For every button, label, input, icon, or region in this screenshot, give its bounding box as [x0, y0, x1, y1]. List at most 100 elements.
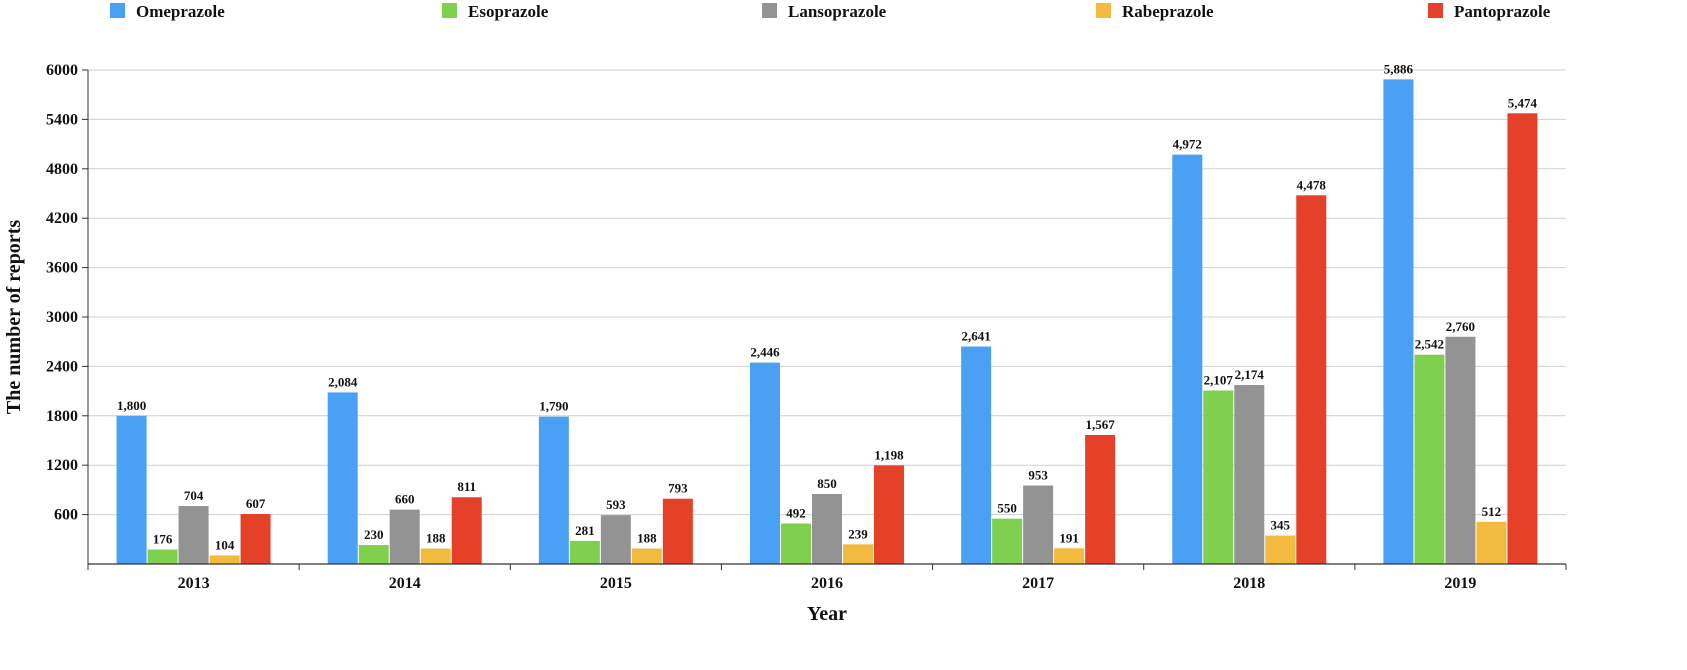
x-tick-label: 2019 — [1444, 575, 1476, 592]
y-tick-label: 3600 — [46, 260, 78, 277]
bar-esoprazole-2017 — [992, 518, 1023, 564]
data-label: 230 — [364, 527, 384, 542]
data-label: 5,886 — [1384, 61, 1414, 76]
data-label: 188 — [637, 531, 657, 546]
legend-swatch-lansoprazole — [762, 3, 777, 18]
y-tick-label: 4800 — [46, 161, 78, 178]
bar-lansoprazole-2014 — [389, 509, 420, 564]
bar-esoprazole-2016 — [781, 523, 811, 564]
legend-label-pantoprazole: Pantoprazole — [1454, 2, 1551, 21]
x-axis-title: Year — [807, 603, 847, 625]
data-label: 512 — [1482, 504, 1502, 519]
data-label: 2,084 — [328, 374, 358, 389]
data-label: 1,567 — [1086, 417, 1116, 432]
data-label: 2,107 — [1204, 373, 1234, 388]
bar-rabeprazole-2017 — [1054, 548, 1085, 564]
y-tick-label: 5400 — [46, 111, 78, 128]
bar-esoprazole-2019 — [1414, 354, 1445, 564]
bar-esoprazole-2015 — [569, 540, 600, 564]
data-label: 104 — [215, 537, 235, 552]
data-label: 2,542 — [1415, 337, 1444, 352]
bar-omeprazole-2014 — [327, 392, 358, 564]
bar-omeprazole-2017 — [961, 346, 992, 564]
x-tick-label: 2016 — [811, 575, 843, 592]
bar-omeprazole-2018 — [1172, 154, 1203, 564]
data-label: 5,474 — [1508, 95, 1538, 110]
bar-lansoprazole-2013 — [178, 506, 209, 564]
legend-swatch-rabeprazole — [1096, 3, 1111, 18]
data-label: 607 — [246, 496, 266, 511]
bar-rabeprazole-2018 — [1265, 535, 1296, 564]
data-label: 2,760 — [1446, 319, 1475, 334]
bar-rabeprazole-2019 — [1476, 521, 1507, 564]
bar-esoprazole-2013 — [147, 549, 178, 564]
data-label: 2,174 — [1235, 367, 1265, 382]
data-label: 492 — [786, 505, 806, 520]
data-label: 4,478 — [1297, 177, 1327, 192]
y-tick-label: 600 — [54, 507, 78, 524]
y-tick-label: 6000 — [46, 62, 78, 79]
data-label: 1,198 — [874, 447, 904, 462]
data-label: 593 — [606, 497, 626, 512]
bar-esoprazole-2018 — [1203, 390, 1234, 564]
bar-rabeprazole-2013 — [209, 555, 240, 564]
data-label: 953 — [1028, 468, 1048, 483]
data-label: 850 — [817, 476, 837, 491]
legend-label-rabeprazole: Rabeprazole — [1122, 2, 1214, 21]
data-label: 1,800 — [117, 398, 146, 413]
data-label: 550 — [997, 501, 1017, 516]
axes: 600 1200 1800 2400 3000 3600 4200 4800 5400 6000 2… — [46, 62, 1567, 592]
bar-lansoprazole-2016 — [812, 494, 842, 564]
data-label: 660 — [395, 492, 415, 507]
data-label: 4,972 — [1173, 137, 1202, 152]
y-tick-label: 4200 — [46, 210, 78, 227]
legend-swatch-omeprazole — [110, 3, 125, 18]
bar-pantoprazole-2018 — [1296, 195, 1327, 564]
bar-pantoprazole-2017 — [1085, 434, 1116, 564]
data-label: 188 — [426, 531, 446, 546]
bar-omeprazole-2019 — [1383, 79, 1414, 565]
bar-lansoprazole-2019 — [1445, 336, 1476, 564]
bar-omeprazole-2016 — [750, 362, 780, 564]
y-axis-title: The number of reports — [3, 220, 25, 414]
data-label: 191 — [1059, 530, 1079, 545]
bars: 1,800 176 704 104 607 2,084 230 660 188 811 1,790 2… — [116, 61, 1538, 565]
bar-pantoprazole-2014 — [451, 497, 482, 564]
bar-rabeprazole-2015 — [631, 548, 662, 564]
y-tick-label: 2400 — [46, 358, 78, 375]
x-tick-label: 2013 — [178, 575, 210, 592]
data-label: 704 — [184, 488, 204, 503]
legend-label-lansoprazole: Lansoprazole — [788, 2, 887, 21]
bar-rabeprazole-2016 — [843, 544, 873, 564]
bar-omeprazole-2015 — [538, 416, 569, 564]
bar-lansoprazole-2018 — [1234, 385, 1265, 564]
bar-omeprazole-2013 — [116, 415, 147, 564]
bar-rabeprazole-2014 — [420, 548, 451, 564]
bar-pantoprazole-2016 — [874, 465, 904, 564]
data-label: 239 — [848, 526, 868, 541]
bar-pantoprazole-2015 — [662, 498, 693, 564]
x-tick-label: 2017 — [1022, 575, 1054, 592]
legend-label-esoprazole: Esoprazole — [468, 2, 549, 21]
data-label: 2,446 — [750, 345, 780, 360]
x-tick-label: 2018 — [1233, 575, 1265, 592]
y-tick-label: 1800 — [46, 408, 78, 425]
bar-esoprazole-2014 — [358, 545, 389, 564]
x-tick-label: 2015 — [600, 575, 632, 592]
bar-pantoprazole-2019 — [1507, 113, 1538, 564]
y-tick-label: 1200 — [46, 457, 78, 474]
grid-lines — [88, 69, 1566, 516]
data-label: 2,641 — [962, 329, 991, 344]
bar-pantoprazole-2013 — [240, 514, 271, 564]
data-label: 176 — [153, 532, 173, 547]
data-label: 1,790 — [539, 399, 568, 414]
legend-label-omeprazole: Omeprazole — [136, 2, 225, 21]
data-label: 811 — [457, 479, 476, 494]
legend-swatch-esoprazole — [442, 3, 457, 18]
data-label: 793 — [668, 481, 688, 496]
bar-lansoprazole-2015 — [600, 515, 631, 564]
legend: Omeprazole Esoprazole Lansoprazole Rabepraz… — [110, 2, 1551, 21]
data-label: 281 — [575, 523, 595, 538]
